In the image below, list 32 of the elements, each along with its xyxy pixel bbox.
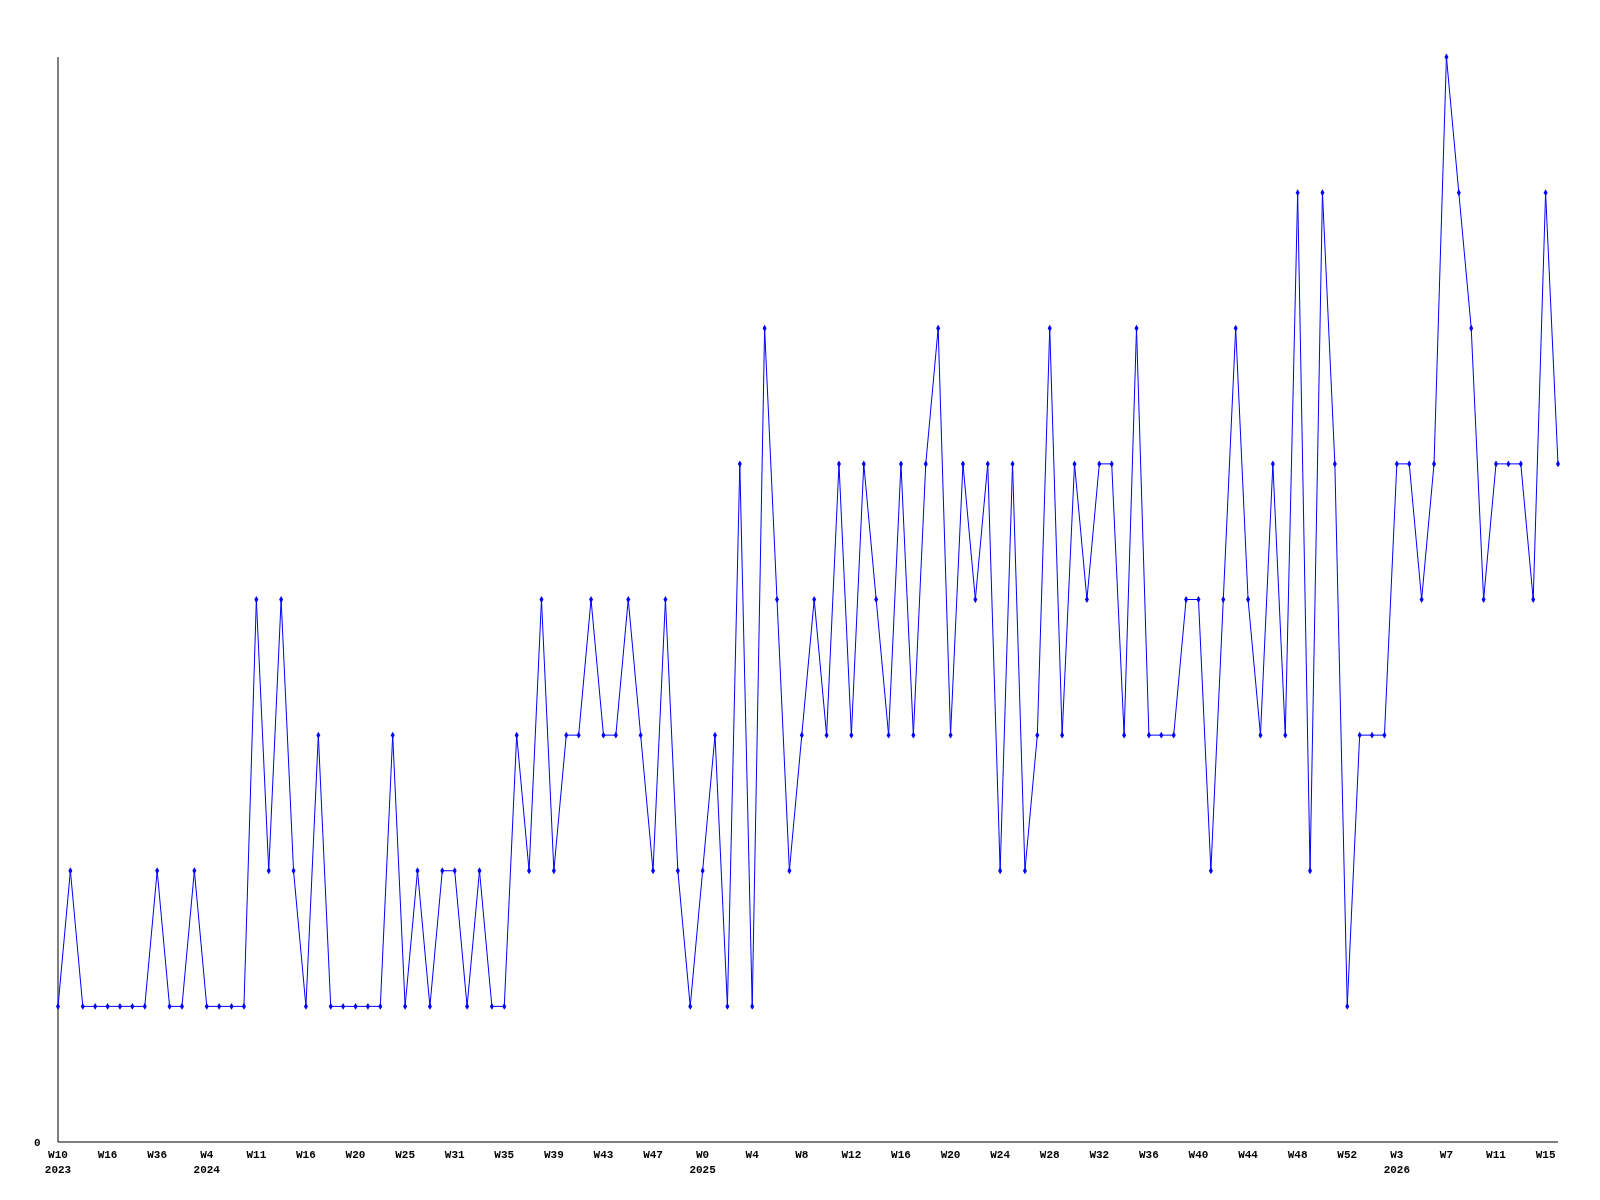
- x-tick-label: W52: [1337, 1149, 1358, 1161]
- x-tick-label: W39: [543, 1149, 564, 1161]
- x-tick-label: W12: [841, 1149, 862, 1161]
- x-tick-label: W40: [1188, 1149, 1209, 1161]
- x-tick-label: W15: [1535, 1149, 1556, 1161]
- x-tick-label: W47: [643, 1149, 663, 1161]
- x-tick-label: W43: [593, 1149, 614, 1161]
- x-tick-label: W16: [891, 1149, 911, 1161]
- x-tick-label: W35: [494, 1149, 515, 1161]
- x-tick-label: W36: [1139, 1149, 1159, 1161]
- x-tick-label: W16: [97, 1149, 118, 1161]
- x-tick-label: W4: [745, 1149, 760, 1161]
- x-tick-label: W24: [990, 1149, 1011, 1161]
- x-tick-label: W20: [940, 1149, 961, 1161]
- x-tick-label: W4 2024: [193, 1149, 221, 1176]
- x-tick-label: W36: [147, 1149, 168, 1161]
- x-tick-label: W3 2026: [1383, 1149, 1411, 1176]
- x-tick-label: W25: [395, 1149, 416, 1161]
- x-tick-label: W44: [1238, 1149, 1259, 1161]
- x-tick-label: W11: [1486, 1149, 1507, 1161]
- text: 0: [34, 1137, 41, 1149]
- x-tick-label: W0 2025: [689, 1149, 717, 1176]
- x-tick-label: W16: [296, 1149, 316, 1161]
- x-tick-label: W31: [444, 1149, 465, 1161]
- x-tick-label: W7: [1439, 1149, 1454, 1161]
- x-tick-label: W11: [246, 1149, 267, 1161]
- x-tick-label: W28: [1039, 1149, 1061, 1161]
- x-tick-label: W10 2023: [44, 1149, 72, 1176]
- x-tick-label: W20: [345, 1149, 366, 1161]
- x-tick-label: W32: [1089, 1149, 1110, 1161]
- x-tick-label: W8: [795, 1149, 809, 1161]
- x-tick-label: W48: [1287, 1149, 1308, 1161]
